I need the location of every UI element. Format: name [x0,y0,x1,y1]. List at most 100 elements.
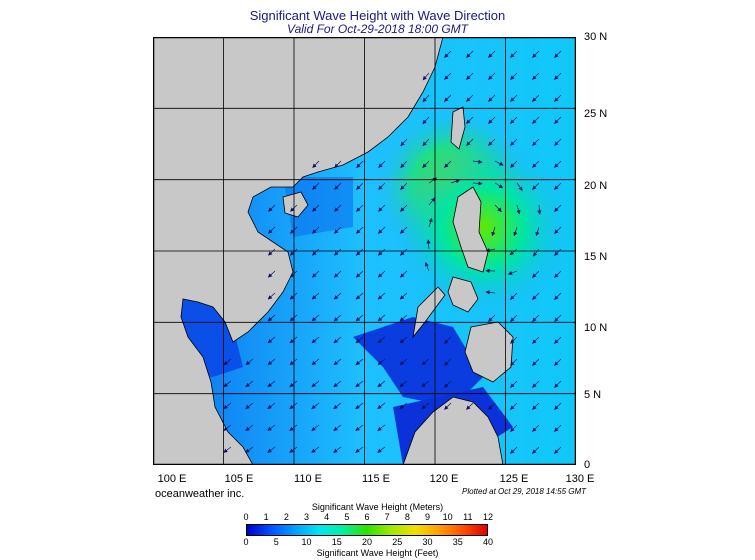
wave-arrow [267,292,276,300]
wave-arrow [466,116,474,124]
wave-arrow [510,446,518,454]
wave-arrow [399,402,408,410]
plotted-timestamp: Plotted at Oct 29, 2018 14:55 GMT [462,487,587,496]
wave-arrow [355,424,364,431]
wave-arrow [312,160,320,169]
hainan-island [282,191,309,218]
wave-arrow [355,248,364,256]
wave-arrow [311,402,320,410]
wave-arrow [509,248,518,256]
wave-arrow [311,380,320,388]
wave-arrow [267,446,276,453]
wave-arrow [554,424,562,432]
wave-arrow [399,358,408,366]
wave-arrow [333,226,342,234]
wave-arrow [535,226,540,237]
wave-arrow [399,336,408,344]
wave-arrow [311,424,320,431]
wave-arrow [399,226,408,234]
wave-arrow [377,358,386,366]
colorbar-tick-label: 10 [301,537,312,547]
wave-arrow [377,402,386,410]
sulu-celebes-water [353,317,483,407]
wave-arrow [488,116,496,124]
wave-arrow [510,292,518,300]
lat-label: 30 N [584,31,608,43]
wave-arrow [356,160,364,169]
wave-arrow [355,314,364,322]
wave-arrow [532,116,540,124]
colorbar-feet-title: Significant Wave Height (Feet) [316,548,439,558]
wave-arrow [554,72,562,80]
wave-arrow [554,248,562,256]
wave-arrow [312,182,320,190]
wave-arrow [532,270,540,278]
lat-label: 15 N [584,251,608,263]
wave-arrow [267,358,276,366]
wave-arrow [333,248,342,256]
map-title: Significant Wave Height with Wave Direct… [249,8,506,23]
wave-arrow [507,270,518,275]
wave-arrow [355,292,364,300]
lon-label: 105 E [224,473,254,485]
colorbar-tick-label: 35 [452,537,463,547]
colorbar-tick-label: 7 [384,512,390,522]
wave-arrow [554,116,562,124]
lon-label: 110 E [294,473,322,485]
wave-arrow [377,270,386,278]
wave-arrow [223,446,232,453]
wave-arrow [510,116,518,124]
colorbar-tick-label: 5 [273,537,279,547]
wave-arrow [311,226,320,234]
wave-arrow [488,50,496,58]
wave-arrow [289,380,298,388]
colorbar-tick-label: 40 [482,537,494,547]
wave-direction-arrows [223,50,562,454]
wave-arrow [355,402,364,410]
wave-arrow [377,314,386,322]
colorbar-tick-label: 11 [463,512,473,522]
wave-arrow [422,138,430,147]
colorbar-tick-label: 4 [324,512,330,522]
wave-arrow [554,182,562,190]
wave-arrow [485,290,496,295]
wave-arrow [532,402,540,410]
mindanao-island [464,321,514,383]
wave-arrow [311,336,320,344]
wave-arrow [532,50,540,58]
wave-arrow [532,446,540,454]
wave-arrow [444,94,452,102]
wave-arrow [268,204,276,212]
wave-arrow [494,182,504,189]
lon-label: 130 E [565,473,595,485]
wave-arrow [488,94,496,102]
wave-arrow [333,446,342,453]
map-subtitle: Valid For Oct-29-2018 18:00 GMT [287,22,468,36]
wave-arrow [267,424,276,431]
wave-arrow [289,358,298,366]
wave-arrow [377,380,386,388]
wave-arrow [378,204,386,212]
wave-arrow [554,380,562,388]
wave-arrow [554,446,562,454]
wave-arrow [444,50,452,58]
wave-arrow [472,181,483,186]
wave-arrow [377,292,386,300]
wave-arrow [510,314,518,322]
wave-arrow [289,402,298,410]
wave-arrow [444,402,452,410]
wave-arrow [245,358,254,366]
wave-arrow [334,204,342,212]
wave-arrow [444,72,452,80]
wave-arrow [426,239,431,250]
wave-arrow [510,380,518,388]
wave-arrow [491,226,496,237]
wave-height-map [153,37,576,465]
wave-arrow [488,402,496,410]
wave-arrow [334,160,342,169]
wave-arrow [466,138,474,146]
wave-arrow [311,314,320,322]
wave-arrow [428,197,436,206]
wave-arrow [532,358,540,366]
wave-arrow [223,358,232,366]
